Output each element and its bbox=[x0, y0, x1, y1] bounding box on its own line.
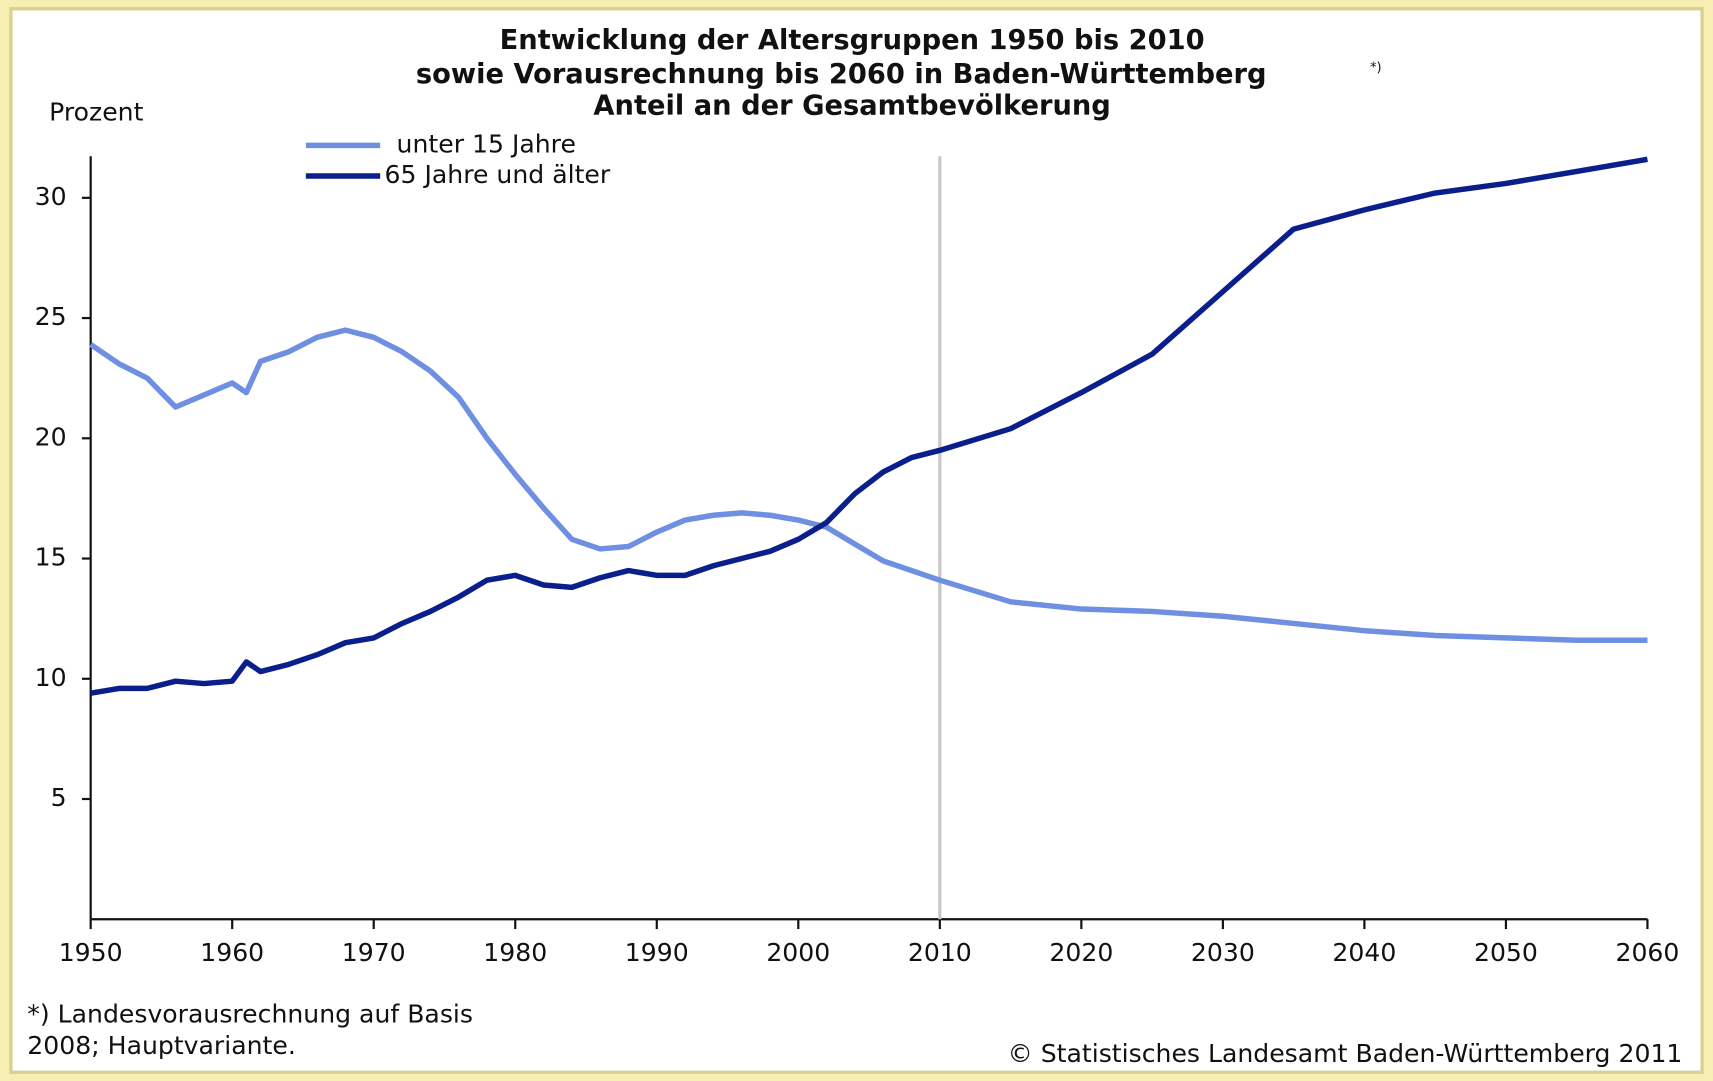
source: © Statistisches Landesamt Baden-Württemb… bbox=[1008, 1039, 1683, 1068]
x-tick-label: 1950 bbox=[59, 938, 123, 967]
x-tick-label: 1990 bbox=[625, 938, 689, 967]
y-tick-label: 30 bbox=[35, 182, 67, 211]
footnote: 2008; Hauptvariante. bbox=[27, 1031, 296, 1060]
series-line bbox=[89, 327, 1648, 644]
legend-label: 65 Jahre und älter bbox=[385, 160, 611, 189]
chart-frame bbox=[9, 7, 1704, 1074]
legend-label: unter 15 Jahre bbox=[397, 129, 576, 158]
y-tick-label: 25 bbox=[35, 302, 67, 331]
x-tick-label: 2020 bbox=[1049, 938, 1113, 967]
y-axis-label: Prozent bbox=[49, 98, 143, 127]
x-tick-label: 2000 bbox=[766, 938, 830, 967]
title-line: Anteil an der Gesamtbevölkerung bbox=[593, 91, 1110, 122]
title-line: Entwicklung der Altersgruppen 1950 bis 2… bbox=[500, 25, 1205, 56]
series-line bbox=[90, 156, 1648, 696]
x-tick-label: 1970 bbox=[342, 938, 406, 967]
x-tick-label: 2010 bbox=[908, 938, 972, 967]
x-tick-label: 2030 bbox=[1191, 938, 1255, 967]
y-tick-label: 20 bbox=[35, 422, 67, 451]
y-tick-label: 5 bbox=[51, 783, 67, 812]
x-tick-label: 2050 bbox=[1474, 938, 1538, 967]
y-tick-label: 10 bbox=[35, 663, 67, 692]
title-line: sowie Vorausrechnung bis 2060 in Baden-W… bbox=[416, 59, 1267, 90]
title-superscript: *) bbox=[1370, 60, 1382, 75]
x-tick-label: 1960 bbox=[200, 938, 264, 967]
x-tick-label: 2060 bbox=[1615, 938, 1679, 967]
y-tick-label: 15 bbox=[35, 543, 67, 572]
x-tick-label: 1980 bbox=[483, 938, 547, 967]
footnote: *) Landesvorausrechnung auf Basis bbox=[27, 999, 473, 1028]
x-tick-label: 2040 bbox=[1332, 938, 1396, 967]
